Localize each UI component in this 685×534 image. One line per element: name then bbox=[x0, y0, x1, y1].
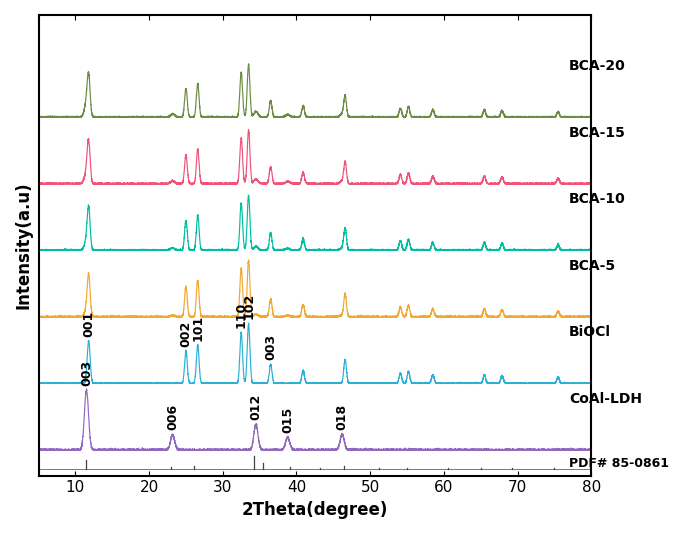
Text: 003: 003 bbox=[80, 360, 93, 386]
Text: 003: 003 bbox=[264, 334, 277, 360]
Text: 102: 102 bbox=[242, 293, 255, 319]
Text: 002: 002 bbox=[179, 320, 192, 347]
Text: 018: 018 bbox=[336, 404, 349, 430]
Text: 012: 012 bbox=[249, 394, 262, 420]
X-axis label: 2Theta(degree): 2Theta(degree) bbox=[242, 501, 388, 519]
Text: BCA-5: BCA-5 bbox=[569, 259, 616, 273]
Text: PDF# 85-0861: PDF# 85-0861 bbox=[569, 457, 669, 470]
Text: 101: 101 bbox=[191, 315, 204, 341]
Text: BCA-10: BCA-10 bbox=[569, 192, 626, 206]
Text: 001: 001 bbox=[82, 310, 95, 336]
Text: 110: 110 bbox=[235, 302, 248, 328]
Text: BCA-20: BCA-20 bbox=[569, 59, 626, 73]
Text: 015: 015 bbox=[281, 407, 294, 433]
Y-axis label: Intensity(a.u): Intensity(a.u) bbox=[15, 182, 33, 309]
Text: BiOCl: BiOCl bbox=[569, 325, 611, 339]
Text: BCA-15: BCA-15 bbox=[569, 125, 626, 140]
Text: CoAl-LDH: CoAl-LDH bbox=[569, 392, 642, 406]
Text: 006: 006 bbox=[166, 404, 179, 430]
